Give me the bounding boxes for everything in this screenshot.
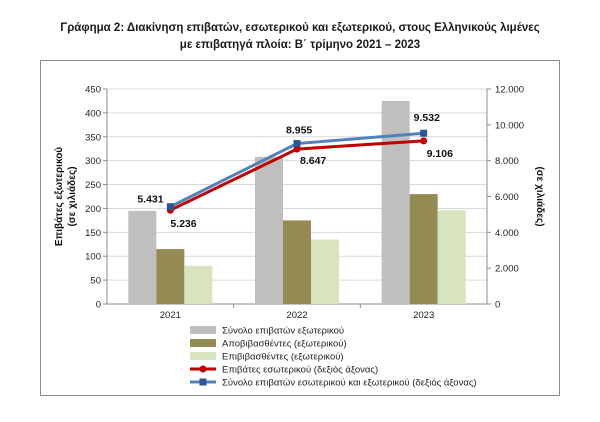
bar-1 bbox=[128, 210, 157, 304]
bar-3 bbox=[437, 210, 466, 304]
bar-3 bbox=[311, 239, 339, 304]
bar-1 bbox=[255, 156, 283, 304]
legend-label: Επιβιβασθέντες (εξωτερικού) bbox=[222, 352, 344, 363]
x-tick-label: 2023 bbox=[413, 310, 434, 321]
data-label: 9.106 bbox=[427, 148, 453, 160]
bar-2 bbox=[283, 220, 311, 304]
y-left-tick-label: 350 bbox=[85, 132, 101, 143]
legend-label: Σύνολο επιβατών εσωτερικού και εξωτερικο… bbox=[222, 378, 477, 389]
legend-marker bbox=[199, 365, 207, 373]
data-label: 5.431 bbox=[137, 194, 163, 206]
y-right-tick-label: 4.000 bbox=[495, 228, 519, 239]
legend-swatch bbox=[190, 326, 216, 334]
y-right-tick-label: 12.000 bbox=[495, 85, 524, 96]
line-marker-square bbox=[166, 203, 174, 211]
legend-swatch bbox=[190, 339, 216, 347]
line-marker-square bbox=[420, 129, 428, 137]
x-tick-label: 2021 bbox=[160, 310, 181, 321]
y-right-tick-label: 2.000 bbox=[495, 264, 519, 275]
legend-label: Επιβάτες εσωτερικού (δεξιός άξονας) bbox=[222, 365, 378, 376]
y-left-tick-label: 250 bbox=[85, 180, 101, 191]
legend-swatch bbox=[190, 352, 216, 360]
bar-1 bbox=[381, 100, 410, 304]
chart-title-line-1: Γράφημα 2: Διακίνηση επιβατών, εσωτερικο… bbox=[60, 22, 540, 34]
legend-label: Σύνολο επιβατών εξωτερικού bbox=[222, 326, 344, 337]
chart-frame bbox=[40, 60, 560, 396]
data-label: 5.236 bbox=[170, 218, 196, 230]
y-left-tick-label: 450 bbox=[85, 85, 101, 96]
y-left-tick-label: 150 bbox=[85, 228, 101, 239]
chart-title-line-2: με επιβατηγά πλοία: Β΄ τρίμηνο 2021 – 20… bbox=[179, 39, 421, 51]
y-right-tick-label: 10.000 bbox=[495, 120, 524, 131]
legend-marker bbox=[199, 378, 207, 386]
bar-2 bbox=[409, 194, 438, 304]
legend-label: Αποβιβασθέντες (εξωτερικού) bbox=[222, 339, 347, 350]
bar-3 bbox=[184, 265, 213, 304]
line-marker-circle bbox=[420, 137, 428, 145]
chart-title: Γράφημα 2: Διακίνηση επιβατών, εσωτερικο… bbox=[0, 20, 600, 54]
y-left-axis-label-unit: (σε χιλιάδες) bbox=[67, 166, 78, 226]
y-left-tick-label: 300 bbox=[85, 156, 101, 167]
y-left-tick-label: 100 bbox=[85, 252, 101, 263]
data-label: 9.532 bbox=[414, 112, 440, 124]
y-left-tick-label: 50 bbox=[90, 276, 101, 287]
y-left-axis-label: Επιβάτες εξωτερικού bbox=[54, 147, 65, 246]
y-left-tick-label: 200 bbox=[85, 204, 101, 215]
y-left-tick-label: 0 bbox=[96, 300, 101, 311]
line-marker-circle bbox=[293, 145, 301, 153]
y-right-tick-label: 0 bbox=[495, 300, 500, 311]
bar-2 bbox=[156, 249, 185, 304]
y-right-axis-label: (σε χιλιάδες) bbox=[534, 166, 545, 226]
data-label: 8.647 bbox=[300, 155, 326, 167]
x-tick-label: 2022 bbox=[286, 310, 307, 321]
data-label: 8.955 bbox=[286, 125, 312, 137]
y-left-tick-label: 400 bbox=[85, 108, 101, 119]
y-right-tick-label: 6.000 bbox=[495, 192, 519, 203]
line-marker-square bbox=[293, 140, 301, 148]
y-right-tick-label: 8.000 bbox=[495, 156, 519, 167]
